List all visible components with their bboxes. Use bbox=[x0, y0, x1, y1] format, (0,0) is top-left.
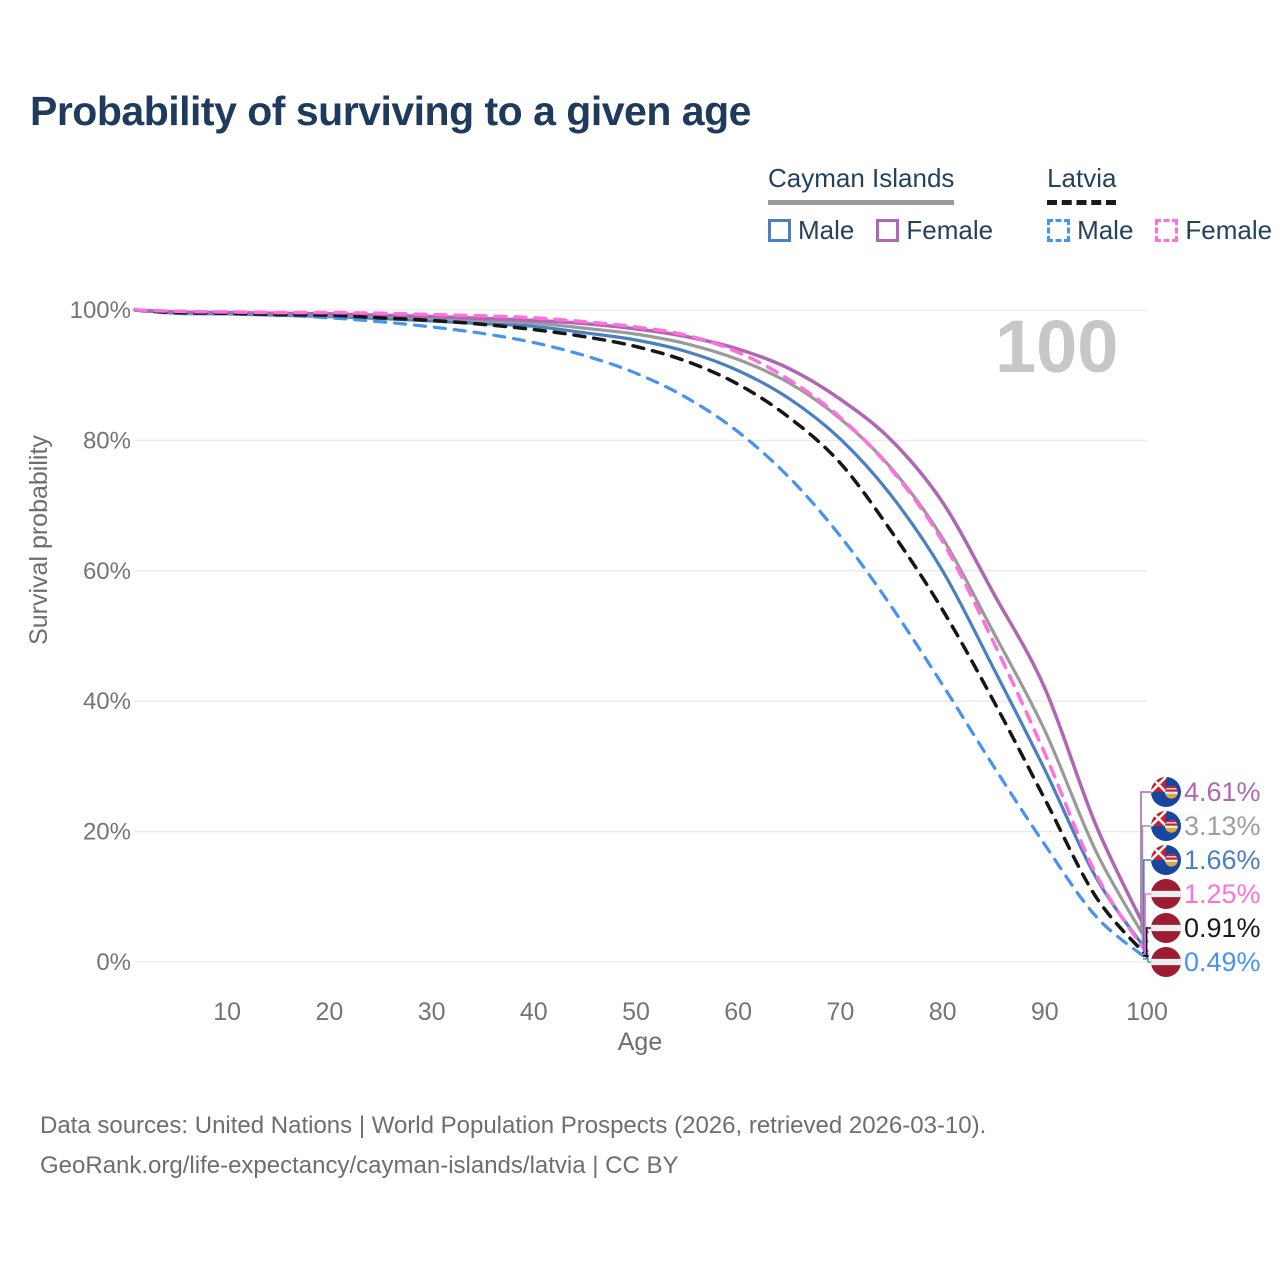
y-tick-label-20: 20% bbox=[83, 819, 131, 846]
legend-item-cayman-male[interactable]: Male bbox=[768, 215, 854, 246]
cayman-female-swatch-icon bbox=[876, 219, 900, 242]
end-label-leader-1.25% bbox=[1143, 893, 1152, 955]
end-label-1.25%: 1.25% bbox=[1184, 879, 1261, 909]
legend-item-cayman-female[interactable]: Female bbox=[876, 215, 993, 246]
legend-item-latvia-female[interactable]: Female bbox=[1155, 215, 1272, 246]
series-line-latvia-male bbox=[133, 308, 1149, 961]
y-axis-title: Survival probability bbox=[25, 435, 53, 645]
latvia-flag-icon bbox=[1151, 879, 1181, 909]
legend-header-latvia: Latvia bbox=[1047, 163, 1117, 205]
legend-header-cayman-islands: Cayman Islands bbox=[768, 163, 955, 205]
y-tick-label-80: 80% bbox=[83, 427, 131, 454]
latvia-flag-icon bbox=[1151, 947, 1181, 977]
latvia-flag-icon bbox=[1151, 913, 1181, 943]
cayman-islands-flag-icon bbox=[1151, 811, 1181, 841]
legend-item-label: Female bbox=[906, 215, 994, 245]
x-tick-label-80: 80 bbox=[929, 998, 957, 1026]
legend-item-label: Female bbox=[1185, 215, 1273, 245]
x-tick-label-30: 30 bbox=[418, 998, 446, 1026]
x-tick-label-50: 50 bbox=[622, 998, 650, 1026]
series-line-cayman-islands-male bbox=[133, 308, 1149, 953]
y-tick-label-100: 100% bbox=[70, 297, 131, 324]
end-label-leader-1.66% bbox=[1143, 859, 1152, 952]
legend-item-label: Male bbox=[1077, 215, 1134, 245]
x-axis-title: Age bbox=[618, 1028, 662, 1056]
end-label-1.66%: 1.66% bbox=[1184, 845, 1261, 875]
x-tick-label-10: 10 bbox=[213, 998, 241, 1026]
y-tick-label-0: 0% bbox=[96, 949, 131, 976]
end-label-leader-0.49% bbox=[1143, 958, 1152, 963]
x-tick-label-70: 70 bbox=[826, 998, 854, 1026]
series-line-cayman-islands-both-sexes bbox=[133, 308, 1149, 944]
data-sources-line: Data sources: United Nations | World Pop… bbox=[40, 1112, 987, 1139]
footer: Data sources: United Nations | World Pop… bbox=[40, 1106, 986, 1186]
legend-item-label: Male bbox=[798, 215, 855, 245]
page-title: Probability of surviving to a given age bbox=[30, 88, 751, 134]
x-tick-label-40: 40 bbox=[520, 998, 548, 1026]
y-tick-label-40: 40% bbox=[83, 688, 131, 715]
cayman-islands-flag-icon bbox=[1151, 777, 1181, 807]
x-tick-label-20: 20 bbox=[315, 998, 343, 1026]
series-line-latvia-female bbox=[133, 308, 1149, 956]
legend-item-latvia-male[interactable]: Male bbox=[1047, 215, 1133, 246]
end-label-leader-3.13% bbox=[1141, 825, 1152, 943]
age-watermark: 100 bbox=[995, 305, 1118, 388]
latvia-female-swatch-icon bbox=[1155, 219, 1179, 242]
end-label-0.49%: 0.49% bbox=[1184, 947, 1261, 977]
end-label-3.13%: 3.13% bbox=[1184, 811, 1261, 841]
y-tick-label-60: 60% bbox=[83, 558, 131, 585]
cayman-islands-flag-icon bbox=[1151, 845, 1181, 875]
cayman-male-swatch-icon bbox=[768, 219, 791, 242]
x-tick-label-100: 100 bbox=[1126, 998, 1168, 1026]
x-tick-label-90: 90 bbox=[1031, 998, 1059, 1026]
end-label-leader-0.91% bbox=[1143, 927, 1152, 957]
series-line-cayman-islands-female bbox=[133, 308, 1149, 934]
legend-group-latvia: Latvia Male Female bbox=[1047, 163, 1272, 246]
end-label-0.91%: 0.91% bbox=[1184, 913, 1261, 943]
end-label-4.61%: 4.61% bbox=[1184, 777, 1261, 807]
attribution-line: GeoRank.org/life-expectancy/cayman-islan… bbox=[40, 1152, 679, 1179]
legend: Cayman Islands Male Female Latvia Male bbox=[768, 163, 1272, 246]
latvia-male-swatch-icon bbox=[1047, 219, 1071, 242]
legend-group-cayman-islands: Cayman Islands Male Female bbox=[768, 163, 993, 246]
x-tick-label-60: 60 bbox=[724, 998, 752, 1026]
series-line-latvia-both-sexes bbox=[133, 308, 1149, 958]
